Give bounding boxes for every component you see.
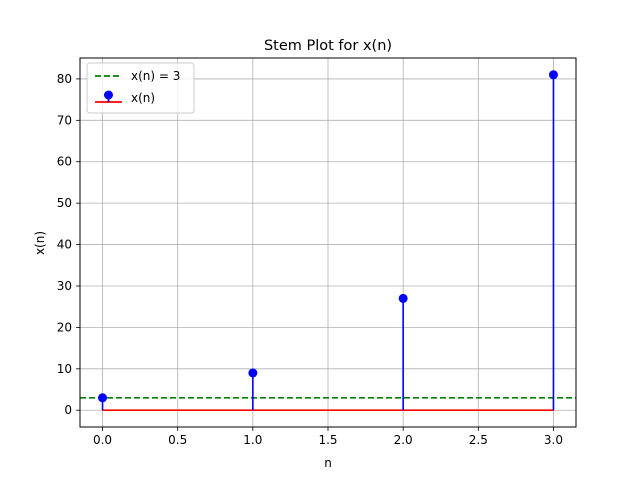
x-tick-label: 2.5 [469,433,488,447]
x-tick-label: 3.0 [544,433,563,447]
y-tick-label: 0 [64,403,72,417]
legend-marker-swatch [104,90,113,100]
y-tick-label: 30 [57,279,72,293]
data-layer [80,70,576,412]
y-axis-label: x(n) [33,231,47,255]
y-tick-label: 70 [57,113,72,127]
x-tick-label: 1.0 [243,433,262,447]
x-tick-label: 0.0 [93,433,112,447]
stem-marker [548,70,558,80]
tick-layer: 0.0 0.5 1.0 1.5 2.0 2.5 3.0 0 10 20 30 40 50 60 70 80 [57,72,563,447]
x-tick-label: 2.0 [394,433,413,447]
y-tick-label: 50 [57,196,72,210]
x-tick-label: 1.5 [318,433,337,447]
stem-marker [98,393,108,403]
y-tick-label: 10 [57,362,72,376]
legend-item-reference-line: x(n) = 3 [131,69,180,83]
y-tick-label: 40 [57,238,72,252]
stem-marker [248,368,258,378]
legend: x(n) = 3 x(n) [86,62,195,114]
stem-marker [398,293,408,303]
chart-title: Stem Plot for x(n) [264,38,392,54]
x-tick-label: 0.5 [168,433,187,447]
y-tick-label: 60 [57,155,72,169]
legend-item-series: x(n) [131,91,155,105]
x-axis-label: n [324,456,332,470]
y-tick-label: 80 [57,72,72,86]
y-tick-label: 20 [57,320,72,334]
